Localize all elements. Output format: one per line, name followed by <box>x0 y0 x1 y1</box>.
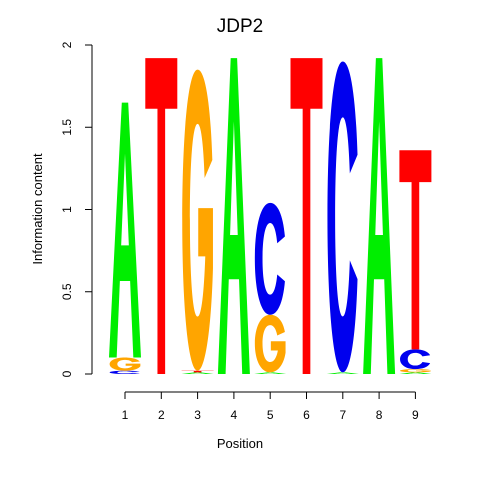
logo-column-4 <box>217 58 250 374</box>
x-tick-label: 5 <box>267 408 274 422</box>
letter-T-pos-2 <box>145 58 178 374</box>
letter-A-pos-8 <box>363 58 396 374</box>
y-tick-label: 2 <box>60 41 74 48</box>
letter-A-pos-1 <box>109 102 141 358</box>
logo-column-8 <box>363 58 396 374</box>
x-tick-label: 9 <box>412 408 419 422</box>
letter-A-pos-9 <box>399 372 432 374</box>
letter-G-pos-1 <box>109 357 141 371</box>
x-tick-label: 1 <box>122 408 129 422</box>
letter-A-pos-5 <box>254 372 287 374</box>
y-axis: 0 0.5 1 1.5 2 <box>60 41 93 377</box>
letter-stacks <box>109 58 432 374</box>
letter-C-pos-1 <box>109 370 140 374</box>
letter-A-pos-7 <box>326 372 359 374</box>
y-tick-label: 0.5 <box>60 283 74 300</box>
x-tick-label: 8 <box>376 408 383 422</box>
x-tick-label: 2 <box>158 408 165 422</box>
letter-A-pos-3 <box>181 372 214 374</box>
letter-T-pos-6 <box>290 58 323 374</box>
x-tick-label: 4 <box>231 408 238 422</box>
x-axis: 1 2 3 4 5 6 7 8 9 <box>122 391 419 422</box>
logo-column-1 <box>109 102 141 374</box>
letter-T-pos-3 <box>181 370 214 373</box>
y-tick-label: 1 <box>60 206 74 213</box>
chart-title: JDP2 <box>217 16 263 37</box>
y-tick-label: 1.5 <box>60 119 74 136</box>
y-tick-label: 0 <box>60 370 74 377</box>
letter-G-pos-3 <box>182 69 213 371</box>
logo-column-2 <box>145 58 178 374</box>
logo-column-5 <box>254 202 287 374</box>
logo-column-7 <box>326 61 359 374</box>
x-axis-label: Position <box>217 436 263 451</box>
letter-T-pos-9 <box>399 150 432 350</box>
letter-C-pos-5 <box>254 202 285 315</box>
logo-column-9 <box>399 150 432 374</box>
letter-A-pos-4 <box>217 58 250 374</box>
y-axis-label: Information content <box>30 153 45 265</box>
x-tick-label: 6 <box>303 408 310 422</box>
letter-G-pos-5 <box>254 314 286 373</box>
letter-C-pos-9 <box>400 349 431 370</box>
logo-column-3 <box>181 69 214 374</box>
letter-G-pos-9 <box>400 369 431 373</box>
x-tick-label: 3 <box>194 408 201 422</box>
x-tick-label: 7 <box>339 408 346 422</box>
logo-column-6 <box>290 58 323 374</box>
letter-C-pos-7 <box>327 61 358 373</box>
